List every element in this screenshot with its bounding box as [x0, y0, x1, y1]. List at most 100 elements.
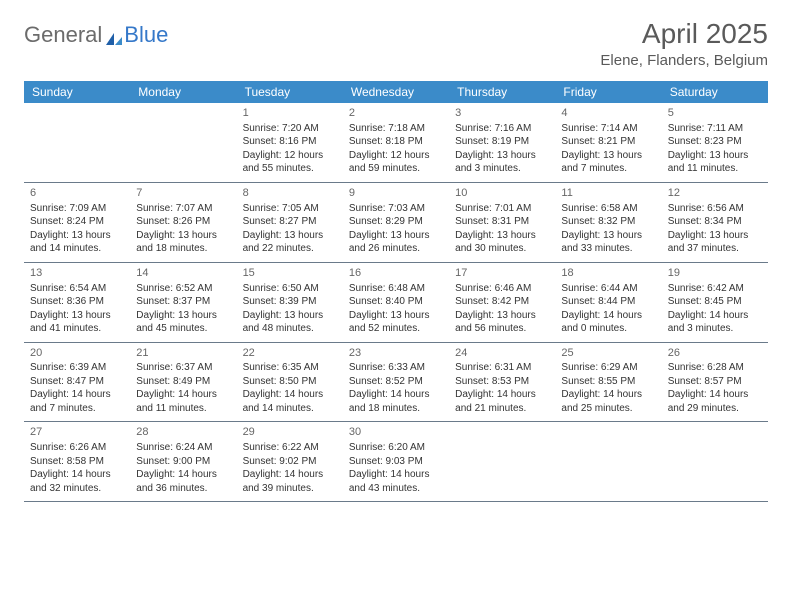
sunrise-text: Sunrise: 6:28 AM — [668, 361, 762, 375]
sunset-text: Sunset: 8:23 PM — [668, 135, 762, 149]
day-header: Friday — [555, 81, 661, 103]
day-number: 14 — [136, 266, 230, 281]
daylight-text: Daylight: 14 hours and 32 minutes. — [30, 468, 124, 495]
calendar-cell-empty — [662, 422, 768, 501]
day-number: 17 — [455, 266, 549, 281]
calendar-cell: 30Sunrise: 6:20 AMSunset: 9:03 PMDayligh… — [343, 422, 449, 501]
calendar: Sunday Monday Tuesday Wednesday Thursday… — [24, 81, 768, 502]
calendar-cell-empty — [24, 103, 130, 182]
sunset-text: Sunset: 9:03 PM — [349, 455, 443, 469]
calendar-row: 6Sunrise: 7:09 AMSunset: 8:24 PMDaylight… — [24, 183, 768, 263]
logo-text-1: General — [24, 22, 102, 48]
sunset-text: Sunset: 8:36 PM — [30, 295, 124, 309]
daylight-text: Daylight: 14 hours and 21 minutes. — [455, 388, 549, 415]
calendar-cell: 13Sunrise: 6:54 AMSunset: 8:36 PMDayligh… — [24, 263, 130, 342]
calendar-row: 20Sunrise: 6:39 AMSunset: 8:47 PMDayligh… — [24, 343, 768, 423]
calendar-cell: 1Sunrise: 7:20 AMSunset: 8:16 PMDaylight… — [237, 103, 343, 182]
sunrise-text: Sunrise: 7:03 AM — [349, 202, 443, 216]
daylight-text: Daylight: 14 hours and 29 minutes. — [668, 388, 762, 415]
sunset-text: Sunset: 8:18 PM — [349, 135, 443, 149]
calendar-cell: 9Sunrise: 7:03 AMSunset: 8:29 PMDaylight… — [343, 183, 449, 262]
logo-text-2: Blue — [124, 22, 168, 48]
page-title: April 2025 — [600, 18, 768, 50]
daylight-text: Daylight: 13 hours and 7 minutes. — [561, 149, 655, 176]
daylight-text: Daylight: 12 hours and 59 minutes. — [349, 149, 443, 176]
sunset-text: Sunset: 8:44 PM — [561, 295, 655, 309]
daylight-text: Daylight: 13 hours and 11 minutes. — [668, 149, 762, 176]
day-number: 25 — [561, 346, 655, 361]
daylight-text: Daylight: 13 hours and 26 minutes. — [349, 229, 443, 256]
day-number: 20 — [30, 346, 124, 361]
day-number: 23 — [349, 346, 443, 361]
day-header: Wednesday — [343, 81, 449, 103]
sunrise-text: Sunrise: 6:26 AM — [30, 441, 124, 455]
day-number: 18 — [561, 266, 655, 281]
day-number: 7 — [136, 186, 230, 201]
sunrise-text: Sunrise: 6:31 AM — [455, 361, 549, 375]
sunrise-text: Sunrise: 6:44 AM — [561, 282, 655, 296]
calendar-cell: 18Sunrise: 6:44 AMSunset: 8:44 PMDayligh… — [555, 263, 661, 342]
calendar-row: 13Sunrise: 6:54 AMSunset: 8:36 PMDayligh… — [24, 263, 768, 343]
day-header: Monday — [130, 81, 236, 103]
daylight-text: Daylight: 14 hours and 39 minutes. — [243, 468, 337, 495]
sunset-text: Sunset: 8:58 PM — [30, 455, 124, 469]
calendar-cell: 17Sunrise: 6:46 AMSunset: 8:42 PMDayligh… — [449, 263, 555, 342]
day-header: Tuesday — [237, 81, 343, 103]
daylight-text: Daylight: 13 hours and 45 minutes. — [136, 309, 230, 336]
sunset-text: Sunset: 8:52 PM — [349, 375, 443, 389]
sunrise-text: Sunrise: 7:11 AM — [668, 122, 762, 136]
sunset-text: Sunset: 9:02 PM — [243, 455, 337, 469]
calendar-cell-empty — [555, 422, 661, 501]
calendar-cell: 10Sunrise: 7:01 AMSunset: 8:31 PMDayligh… — [449, 183, 555, 262]
calendar-cell-empty — [130, 103, 236, 182]
calendar-cell: 27Sunrise: 6:26 AMSunset: 8:58 PMDayligh… — [24, 422, 130, 501]
daylight-text: Daylight: 14 hours and 3 minutes. — [668, 309, 762, 336]
sunset-text: Sunset: 8:39 PM — [243, 295, 337, 309]
calendar-cell: 16Sunrise: 6:48 AMSunset: 8:40 PMDayligh… — [343, 263, 449, 342]
sunset-text: Sunset: 8:31 PM — [455, 215, 549, 229]
calendar-header-row: Sunday Monday Tuesday Wednesday Thursday… — [24, 81, 768, 103]
day-header: Thursday — [449, 81, 555, 103]
calendar-row: 27Sunrise: 6:26 AMSunset: 8:58 PMDayligh… — [24, 422, 768, 502]
sunset-text: Sunset: 8:29 PM — [349, 215, 443, 229]
sunrise-text: Sunrise: 6:52 AM — [136, 282, 230, 296]
day-number: 15 — [243, 266, 337, 281]
calendar-cell: 20Sunrise: 6:39 AMSunset: 8:47 PMDayligh… — [24, 343, 130, 422]
daylight-text: Daylight: 14 hours and 43 minutes. — [349, 468, 443, 495]
daylight-text: Daylight: 13 hours and 30 minutes. — [455, 229, 549, 256]
calendar-cell: 7Sunrise: 7:07 AMSunset: 8:26 PMDaylight… — [130, 183, 236, 262]
daylight-text: Daylight: 14 hours and 18 minutes. — [349, 388, 443, 415]
calendar-cell: 21Sunrise: 6:37 AMSunset: 8:49 PMDayligh… — [130, 343, 236, 422]
sunrise-text: Sunrise: 7:09 AM — [30, 202, 124, 216]
title-block: April 2025 Elene, Flanders, Belgium — [600, 18, 768, 69]
day-number: 27 — [30, 425, 124, 440]
sunrise-text: Sunrise: 6:58 AM — [561, 202, 655, 216]
sunrise-text: Sunrise: 6:39 AM — [30, 361, 124, 375]
daylight-text: Daylight: 14 hours and 14 minutes. — [243, 388, 337, 415]
day-number: 11 — [561, 186, 655, 201]
daylight-text: Daylight: 13 hours and 48 minutes. — [243, 309, 337, 336]
day-number: 12 — [668, 186, 762, 201]
sunset-text: Sunset: 8:16 PM — [243, 135, 337, 149]
sunset-text: Sunset: 8:50 PM — [243, 375, 337, 389]
sunset-text: Sunset: 8:42 PM — [455, 295, 549, 309]
daylight-text: Daylight: 13 hours and 56 minutes. — [455, 309, 549, 336]
sunrise-text: Sunrise: 7:07 AM — [136, 202, 230, 216]
day-number: 21 — [136, 346, 230, 361]
day-number: 1 — [243, 106, 337, 121]
daylight-text: Daylight: 13 hours and 41 minutes. — [30, 309, 124, 336]
daylight-text: Daylight: 13 hours and 3 minutes. — [455, 149, 549, 176]
day-number: 30 — [349, 425, 443, 440]
page-subtitle: Elene, Flanders, Belgium — [600, 52, 768, 69]
sunrise-text: Sunrise: 6:56 AM — [668, 202, 762, 216]
day-number: 28 — [136, 425, 230, 440]
calendar-body: 1Sunrise: 7:20 AMSunset: 8:16 PMDaylight… — [24, 103, 768, 502]
day-number: 4 — [561, 106, 655, 121]
day-number: 2 — [349, 106, 443, 121]
daylight-text: Daylight: 14 hours and 36 minutes. — [136, 468, 230, 495]
sunrise-text: Sunrise: 7:14 AM — [561, 122, 655, 136]
daylight-text: Daylight: 13 hours and 37 minutes. — [668, 229, 762, 256]
daylight-text: Daylight: 13 hours and 52 minutes. — [349, 309, 443, 336]
sunrise-text: Sunrise: 7:05 AM — [243, 202, 337, 216]
day-number: 10 — [455, 186, 549, 201]
